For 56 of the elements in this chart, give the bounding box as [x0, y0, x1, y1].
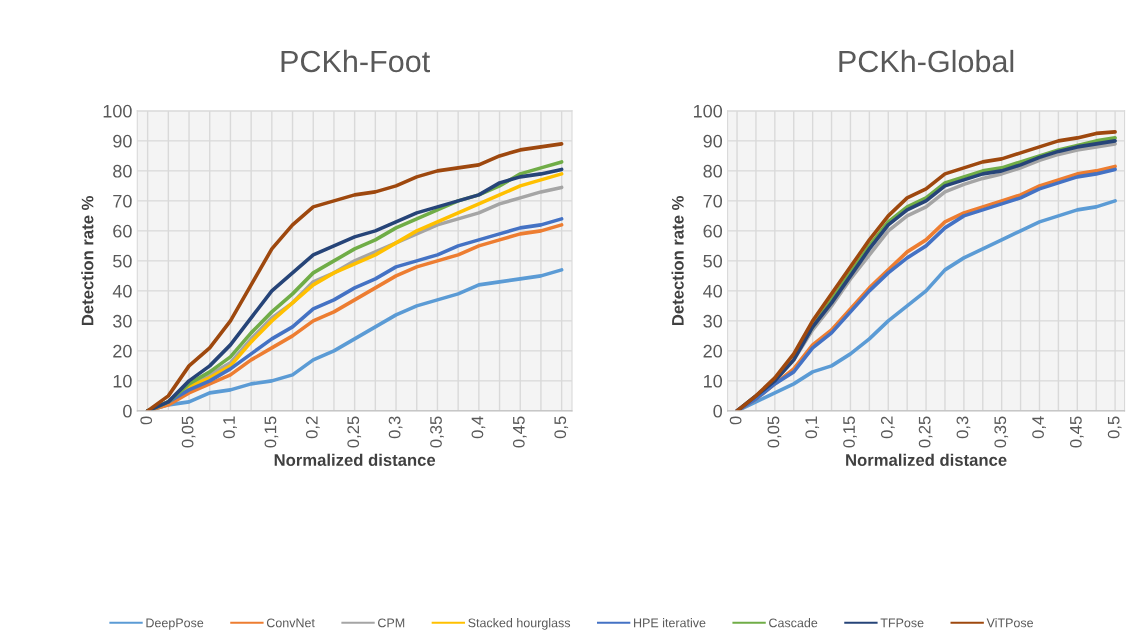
x-tick-label: 0,35 [430, 416, 444, 448]
y-tick-label: 20 [703, 344, 723, 358]
y-tick-label: 80 [113, 164, 132, 178]
x-tick-label: 0,35 [994, 416, 1009, 448]
chart-title: PCKh-Foot [281, 49, 430, 73]
y-tick-label: 60 [703, 224, 723, 238]
y-axis-title: Detection rate % [671, 196, 684, 326]
x-tick-label: 0 [140, 416, 153, 425]
x-tick-label: 0,4 [471, 416, 486, 439]
x-tick-label: 0,4 [1032, 416, 1046, 439]
x-tick-label: 0,2 [880, 416, 895, 439]
x-tick-label: 0,45 [512, 416, 527, 448]
y-tick-label: 90 [113, 134, 132, 148]
y-tick-label: 100 [693, 104, 723, 118]
y-tick-label: 50 [703, 254, 723, 268]
x-tick-label: 0,25 [918, 416, 933, 448]
legend-label: Stacked hourglass [468, 618, 571, 630]
y-tick-label: 90 [703, 134, 723, 148]
legend-label: DeepPose [146, 618, 204, 630]
x-tick-label: 0,5 [554, 416, 569, 439]
y-tick-label: 80 [703, 164, 723, 178]
legend-label: HPE iterative [634, 618, 706, 628]
y-tick-label: 40 [703, 284, 723, 298]
legend-label: ViTPose [986, 618, 1034, 628]
x-tick-label: 0,2 [305, 416, 320, 439]
y-tick-label: 60 [113, 224, 132, 238]
y-tick-label: 30 [703, 314, 723, 328]
x-tick-label: 0,05 [181, 416, 196, 448]
y-axis-title: Detection rate % [81, 196, 94, 326]
legend-label: TFPose [880, 618, 924, 628]
x-tick-label: 0,3 [956, 416, 971, 439]
chart-title: PCKh-Global [839, 49, 1014, 73]
x-tick-label: 0,1 [223, 416, 237, 439]
y-tick-label: 10 [113, 374, 132, 388]
legend-label: CPM [378, 618, 405, 628]
x-tick-label: 0,5 [1107, 416, 1122, 439]
y-tick-label: 70 [113, 194, 132, 208]
x-tick-label: 0,3 [388, 416, 403, 439]
x-axis-title: Normalized distance [846, 453, 1007, 466]
legend-label: Cascade [769, 618, 818, 628]
y-tick-label: 40 [112, 284, 132, 298]
y-tick-label: 50 [113, 254, 132, 268]
x-tick-label: 0,05 [767, 416, 782, 448]
y-tick-label: 30 [113, 314, 132, 328]
y-tick-label: 70 [703, 194, 723, 208]
x-tick-label: 0,1 [805, 416, 820, 439]
x-axis-title: Normalized distance [274, 453, 436, 466]
x-tick-label: 0,15 [264, 416, 279, 448]
y-tick-label: 100 [103, 104, 132, 118]
y-tick-label: 10 [704, 374, 723, 388]
x-tick-label: 0,25 [347, 416, 362, 448]
x-tick-label: 0,15 [843, 416, 857, 448]
x-tick-label: 0 [729, 416, 742, 425]
y-tick-label: 20 [113, 344, 132, 358]
x-tick-label: 0,45 [1069, 416, 1084, 448]
legend-label: ConvNet [266, 618, 315, 628]
